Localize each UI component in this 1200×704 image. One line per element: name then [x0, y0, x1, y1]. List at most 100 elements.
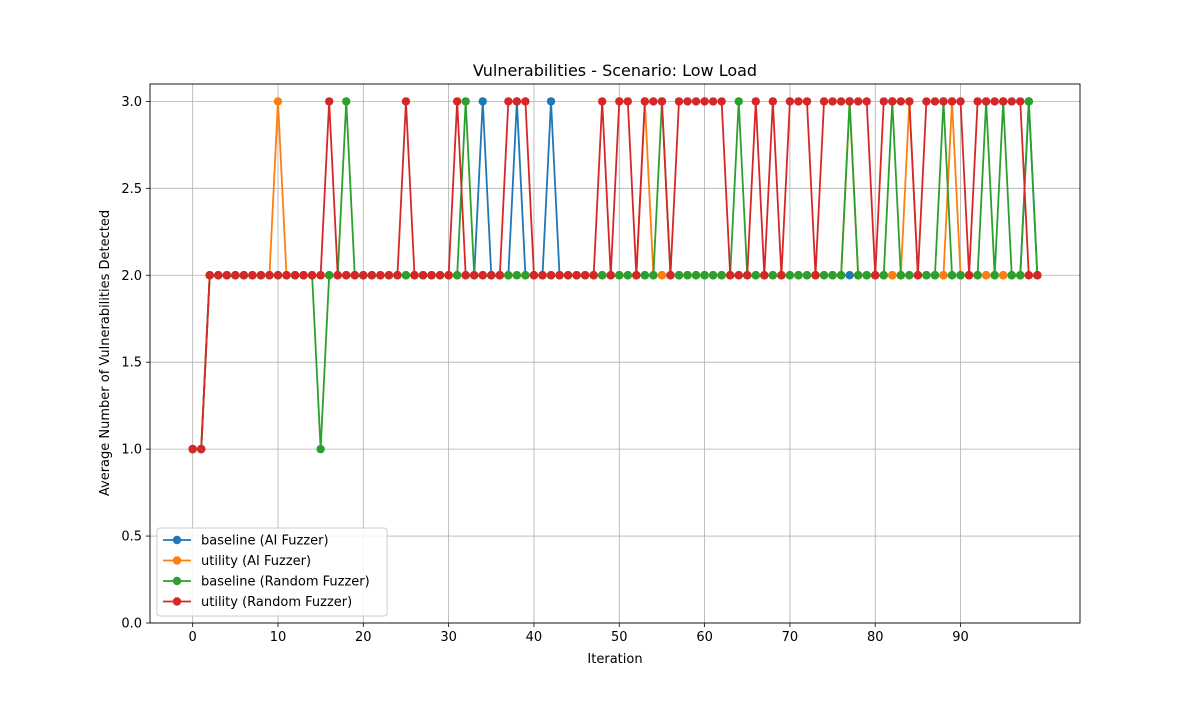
data-point — [845, 271, 854, 280]
data-point — [691, 271, 701, 280]
data-point — [623, 271, 632, 280]
data-point — [615, 271, 624, 280]
data-point — [981, 97, 991, 106]
data-point — [794, 97, 803, 106]
data-point — [999, 271, 1008, 280]
data-point — [418, 271, 428, 280]
legend-swatch-marker — [172, 597, 182, 606]
data-point — [836, 271, 846, 280]
data-point — [615, 97, 624, 106]
data-point — [606, 271, 615, 280]
data-point — [828, 97, 837, 106]
data-point — [930, 271, 940, 280]
data-point — [879, 271, 888, 280]
data-point — [666, 271, 675, 280]
data-point — [384, 271, 394, 280]
y-tick-label: 1.0 — [121, 443, 142, 458]
x-tick-label: 90 — [952, 630, 969, 645]
data-point — [683, 97, 692, 106]
x-tick-label: 20 — [355, 630, 372, 645]
data-point — [819, 271, 829, 280]
data-point — [478, 97, 487, 106]
y-axis-label: Average Number of Vulnerabilities Detect… — [98, 210, 113, 496]
data-point — [956, 97, 965, 106]
data-point — [427, 271, 436, 280]
data-point — [649, 97, 658, 106]
data-point — [896, 97, 906, 106]
data-point — [751, 97, 760, 106]
data-point — [896, 271, 906, 280]
data-point — [708, 97, 718, 106]
data-point — [1024, 97, 1034, 106]
data-point — [785, 97, 795, 106]
data-point — [435, 271, 445, 280]
legend: baseline (AI Fuzzer) utility (AI Fuzzer) b… — [156, 527, 388, 617]
data-point — [359, 271, 368, 280]
data-point — [376, 271, 385, 280]
data-point — [717, 271, 726, 280]
series-line — [192, 100, 1039, 451]
data-point — [777, 271, 786, 280]
data-point — [802, 271, 812, 280]
data-point — [546, 271, 556, 280]
data-point — [282, 271, 291, 280]
legend-swatch-marker — [172, 576, 182, 586]
data-point — [999, 97, 1008, 106]
plot-frame — [149, 83, 1081, 624]
data-point — [1033, 271, 1042, 280]
data-point — [555, 271, 564, 280]
data-point — [214, 271, 223, 280]
axes — [146, 83, 1081, 627]
data-point — [674, 97, 684, 106]
data-point — [828, 271, 837, 280]
data-point — [1016, 271, 1025, 280]
data-point — [521, 271, 530, 280]
x-tick-label: 80 — [867, 630, 884, 645]
data-point — [342, 271, 351, 280]
data-point — [760, 271, 769, 280]
data-point — [990, 97, 999, 106]
data-point — [273, 271, 283, 280]
data-point — [342, 97, 351, 106]
data-point — [299, 271, 308, 280]
data-point — [691, 97, 701, 106]
data-point — [452, 97, 462, 106]
data-point — [794, 271, 803, 280]
data-point — [324, 271, 334, 280]
data-point — [504, 97, 513, 106]
y-tick-label: 1.5 — [121, 356, 142, 371]
data-point — [256, 271, 266, 280]
x-tick-label: 30 — [440, 630, 457, 645]
data-point — [324, 97, 334, 106]
data-point — [521, 97, 530, 106]
y-tick-label: 0.5 — [121, 530, 142, 545]
legend-label: utility (AI Fuzzer) — [201, 554, 311, 569]
data-point — [188, 444, 197, 454]
data-point — [572, 271, 581, 280]
data-point — [470, 271, 479, 280]
y-tick-label: 3.0 — [121, 95, 142, 110]
data-point — [410, 271, 419, 280]
legend-label: baseline (AI Fuzzer) — [201, 534, 329, 549]
data-point — [307, 271, 317, 280]
data-point — [862, 97, 871, 106]
data-point — [879, 97, 888, 106]
data-point — [495, 271, 505, 280]
series-layer — [188, 97, 1042, 454]
y-tick-label: 0.0 — [121, 617, 142, 632]
data-point — [316, 444, 325, 454]
data-point — [973, 271, 982, 280]
data-point — [632, 271, 641, 280]
data-point — [1007, 271, 1016, 280]
data-point — [538, 271, 547, 280]
data-point — [401, 97, 411, 106]
data-point — [734, 97, 743, 106]
data-point — [853, 97, 863, 106]
x-tick-label: 60 — [696, 630, 713, 645]
data-point — [504, 271, 513, 280]
data-point — [939, 97, 948, 106]
data-point — [939, 271, 948, 280]
data-point — [930, 97, 940, 106]
data-point — [819, 97, 829, 106]
